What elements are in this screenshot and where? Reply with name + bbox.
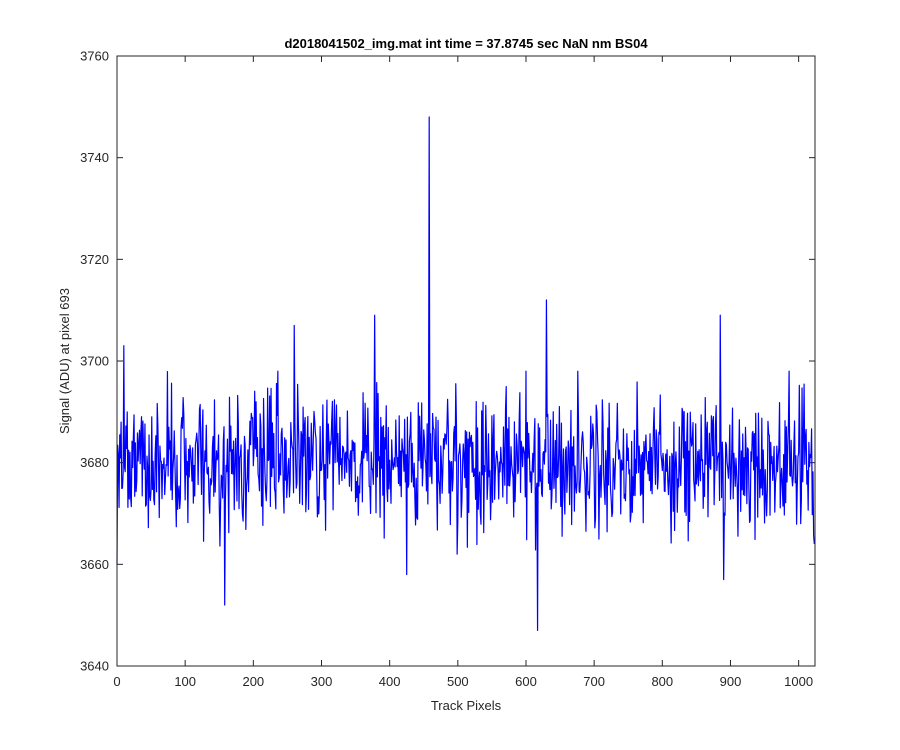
x-tick-label: 200 <box>242 674 264 689</box>
x-tick-label: 900 <box>720 674 742 689</box>
x-axis-title: Track Pixels <box>431 698 502 713</box>
x-tick-label: 0 <box>113 674 120 689</box>
x-tick-label: 500 <box>447 674 469 689</box>
y-tick-label: 3720 <box>80 252 109 267</box>
y-tick-label: 3660 <box>80 557 109 572</box>
series-line <box>116 116 815 632</box>
x-tick-label: 700 <box>583 674 605 689</box>
plot-frame <box>116 55 816 667</box>
x-tick-label: 800 <box>651 674 673 689</box>
y-axis-ticks: 3640 3660 3680 3700 3720 3740 3760 <box>80 49 815 674</box>
x-tick-label: 1000 <box>784 674 813 689</box>
x-tick-label: 100 <box>174 674 196 689</box>
chart-title: d2018041502_img.mat int time = 37.8745 s… <box>284 36 648 51</box>
y-axis-title: Signal (ADU) at pixel 693 <box>57 288 72 434</box>
y-tick-label: 3700 <box>80 354 109 369</box>
x-tick-label: 300 <box>311 674 333 689</box>
y-tick-label: 3640 <box>80 659 109 674</box>
x-tick-label: 600 <box>515 674 537 689</box>
y-tick-label: 3680 <box>80 455 109 470</box>
x-axis-ticks: 0 100 200 300 400 500 600 700 800 900 1000 <box>113 56 813 689</box>
y-tick-label: 3740 <box>80 150 109 165</box>
plot-area <box>117 56 815 666</box>
y-tick-label: 3760 <box>80 49 109 64</box>
x-tick-label: 400 <box>379 674 401 689</box>
